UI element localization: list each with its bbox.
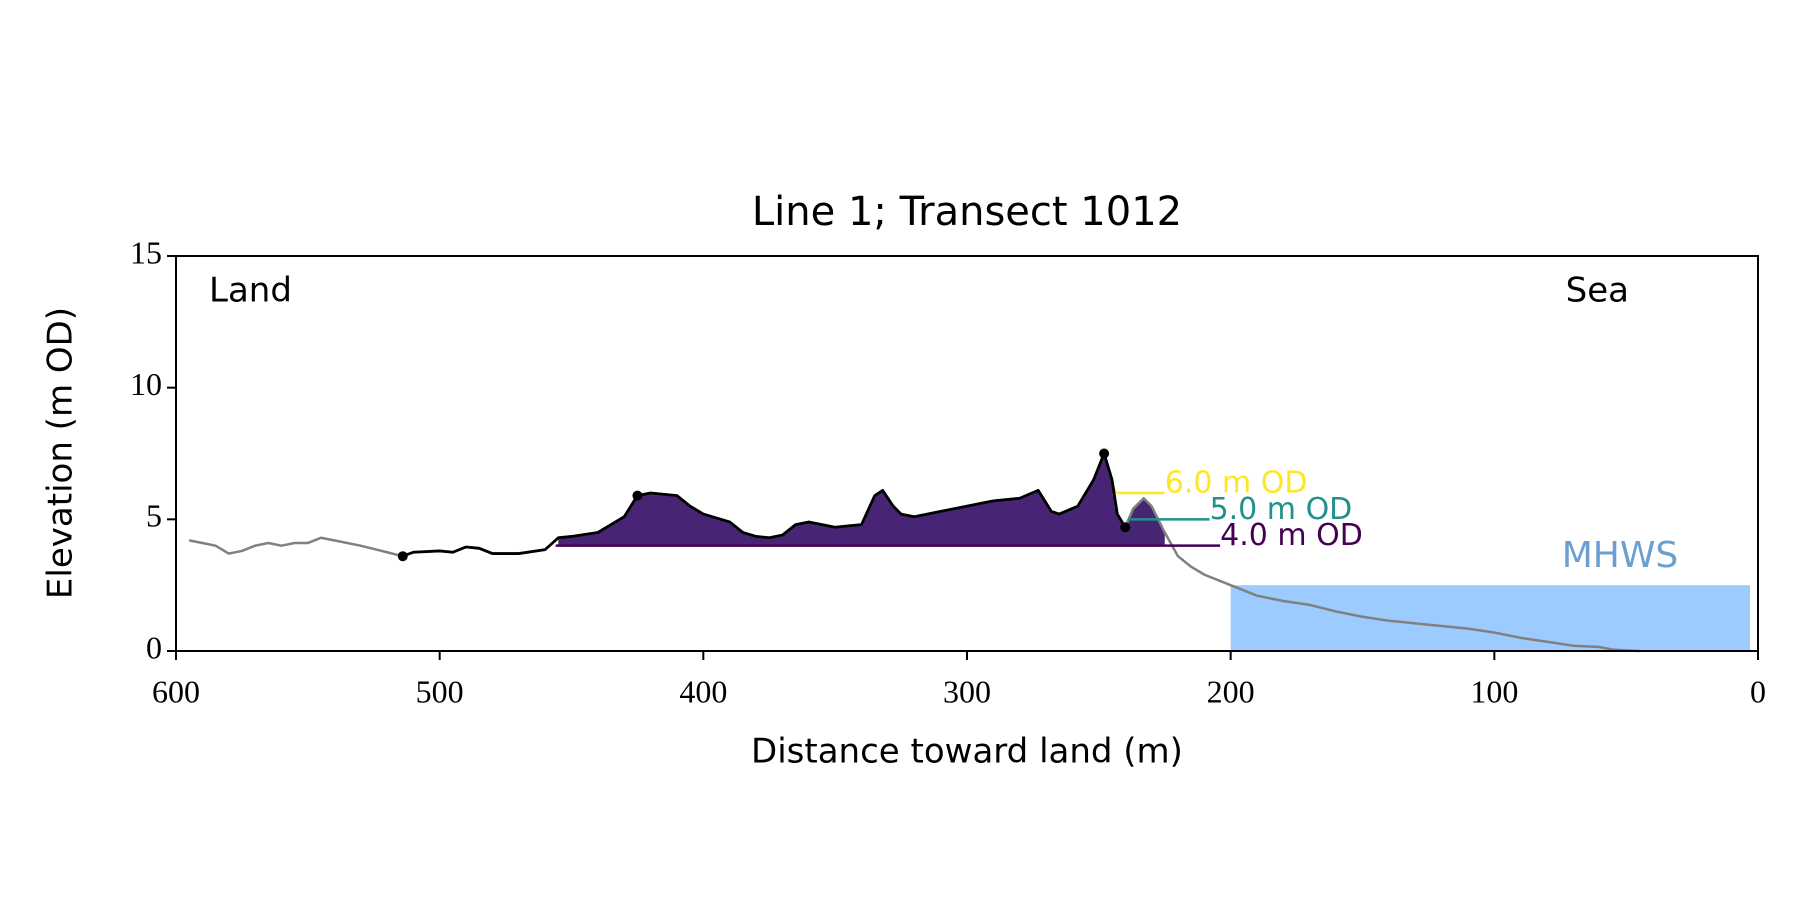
y-tick-label: 15 — [130, 234, 162, 270]
threshold-fill — [558, 453, 1165, 546]
threshold-label: 6.0 m OD — [1165, 466, 1308, 501]
x-tick-label: 300 — [943, 673, 991, 709]
threshold-label: 4.0 m OD — [1220, 518, 1363, 553]
marker — [1099, 448, 1110, 459]
y-tick-label: 10 — [130, 366, 162, 402]
land-label: Land — [209, 271, 292, 311]
x-tick-label: 200 — [1207, 673, 1255, 709]
x-axis-label: Distance toward land (m) — [751, 732, 1183, 772]
marker — [397, 551, 408, 562]
x-tick-label: 400 — [679, 673, 727, 709]
x-tick-label: 500 — [416, 673, 464, 709]
sea-label: Sea — [1566, 271, 1629, 311]
mhws-area — [1230, 585, 1751, 651]
x-tick-label: 100 — [1470, 673, 1518, 709]
mhws-label: MHWS — [1562, 535, 1679, 576]
y-tick-label: 0 — [146, 629, 162, 665]
y-axis-label: Elevation (m OD) — [41, 307, 81, 599]
chart-title: Line 1; Transect 1012 — [752, 189, 1182, 235]
marker — [632, 490, 643, 501]
y-tick-label: 5 — [146, 498, 162, 534]
marker — [1120, 522, 1131, 533]
x-tick-label: 0 — [1750, 673, 1766, 709]
x-tick-label: 600 — [152, 673, 200, 709]
dune-line — [402, 452, 1127, 558]
threshold-label: 5.0 m OD — [1210, 492, 1353, 527]
